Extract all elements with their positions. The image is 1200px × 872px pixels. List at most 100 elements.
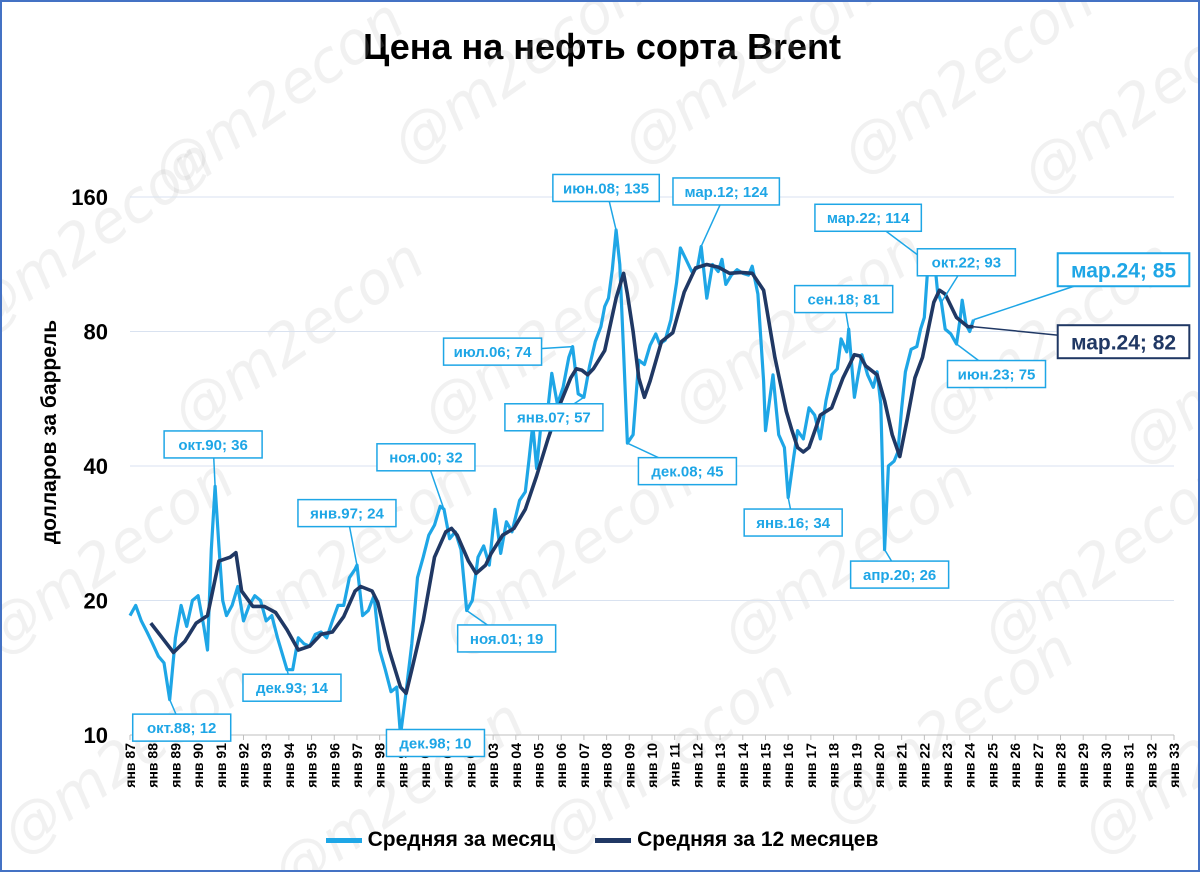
x-tick-label: янв 19 (848, 743, 864, 788)
y-tick-label: 40 (84, 454, 108, 479)
annotation-label: мар.24; 82 (1071, 331, 1176, 354)
x-tick-label: янв 31 (1121, 743, 1137, 788)
chart-title: Цена на нефть сорта Brent (362, 26, 842, 67)
annotation-box (504, 403, 604, 432)
x-tick-label: янв 93 (258, 743, 274, 788)
annotation-box (385, 728, 486, 758)
x-tick-label: янв 15 (757, 743, 773, 788)
x-tick-label: янв 08 (599, 743, 615, 788)
annotation-label: дек.98; 10 (399, 735, 471, 752)
x-tick-label: янв 04 (508, 743, 524, 788)
annotation-box (849, 560, 950, 589)
x-tick-label: янв 94 (281, 743, 297, 788)
x-tick-label: янв 96 (326, 743, 342, 788)
annotation-label: июл.06; 74 (454, 344, 533, 361)
legend-item-monthly: Средняя за месяц (325, 828, 556, 852)
annotation-label: апр.20; 26 (863, 567, 936, 584)
x-tick-label: янв 07 (576, 743, 592, 788)
legend-label-monthly: Средняя за месяц (367, 828, 556, 851)
annotation-label: окт.22; 93 (932, 255, 1001, 272)
y-tick-label: 20 (84, 589, 108, 614)
x-tick-label: янв 16 (780, 743, 796, 788)
x-tick-label: янв 21 (894, 743, 910, 788)
annotation-label: июн.23; 75 (958, 366, 1036, 383)
annotation-label: сен.18; 81 (807, 291, 879, 308)
series-annual-line (149, 262, 974, 696)
annotation-label: ноя.00; 32 (389, 450, 462, 467)
annotation-box (637, 456, 738, 486)
x-tick-label: янв 14 (735, 743, 751, 788)
x-tick-label: янв 87 (122, 743, 138, 788)
annotation-label: окт.90; 36 (178, 437, 247, 454)
annotation-label: янв.97; 24 (310, 506, 384, 523)
annotation-label: июн.08; 135 (563, 180, 649, 197)
annotation-box (242, 673, 342, 702)
x-tick-label: янв 11 (667, 743, 683, 787)
annotation-label: дек.93; 14 (256, 680, 329, 697)
x-tick-label: янв 10 (644, 743, 660, 788)
x-tick-label: янв 33 (1166, 743, 1182, 788)
legend-label-annual: Средняя за 12 месяцев (637, 828, 879, 851)
annotation-box (442, 337, 543, 366)
annotation-label: мар.12; 124 (684, 184, 768, 201)
annotation-box (552, 173, 661, 203)
x-tick-label: янв 27 (1030, 743, 1046, 788)
x-tick-label: янв 13 (712, 743, 728, 788)
legend-swatch-monthly (325, 837, 362, 843)
legend: Средняя за месяц Средняя за 12 месяцев (2, 825, 1198, 855)
x-tick-label: янв 30 (1098, 743, 1114, 788)
x-tick-label: янв 97 (349, 743, 365, 788)
legend-item-annual: Средняя за 12 месяцев (595, 828, 878, 852)
legend-swatch-annual (595, 837, 632, 843)
annotation-label: дек.08; 45 (651, 464, 723, 481)
annotation-label: ноя.01; 19 (470, 631, 543, 648)
annotation-box (793, 284, 894, 314)
annotation-box (163, 430, 263, 459)
annotation-label: окт.88; 12 (147, 720, 216, 737)
x-tick-label: янв 28 (1053, 743, 1069, 788)
annotation-box (743, 508, 843, 537)
x-tick-label: янв 92 (235, 743, 251, 788)
series-monthly-line (128, 228, 976, 737)
x-tick-label: янв 09 (621, 743, 637, 788)
annotation-box (456, 624, 557, 653)
x-tick-label: янв 98 (372, 743, 388, 788)
x-tick-label: янв 88 (145, 743, 161, 788)
annotation-box (946, 359, 1047, 389)
annotation-label: янв.16; 34 (756, 515, 830, 532)
x-tick-label: янв 23 (939, 743, 955, 788)
x-tick-label: янв 26 (1007, 743, 1023, 788)
x-tick-label: янв 29 (1075, 743, 1091, 788)
annotation-box (672, 177, 781, 206)
x-tick-label: янв 91 (213, 743, 229, 788)
annotation-box (297, 498, 397, 528)
x-tick-label: янв 25 (984, 743, 1000, 788)
x-tick-label: янв 17 (803, 743, 819, 788)
x-tick-label: янв 18 (826, 743, 842, 788)
annotation-box (131, 713, 232, 742)
annotation-box (916, 248, 1017, 277)
x-tick-label: янв 06 (553, 743, 569, 788)
x-tick-label: янв 32 (1143, 743, 1159, 788)
x-tick-label: янв 24 (962, 743, 978, 788)
y-tick-label: 80 (84, 320, 108, 345)
x-tick-label: янв 22 (916, 743, 932, 788)
annotation-box (814, 203, 923, 233)
annotation-box (1056, 324, 1191, 360)
annotation-box (376, 443, 476, 472)
y-tick-label: 160 (71, 185, 108, 210)
x-tick-label: янв 05 (531, 743, 547, 788)
x-tick-label: янв 90 (190, 743, 206, 788)
x-tick-label: янв 20 (871, 743, 887, 788)
annotation-box (1056, 252, 1191, 288)
x-tick-label: янв 95 (304, 743, 320, 788)
x-tick-label: янв 89 (167, 743, 183, 788)
annotation-label: мар.22; 114 (827, 210, 910, 227)
y-tick-label: 10 (84, 723, 108, 748)
annotation-label: мар.24; 85 (1071, 259, 1176, 282)
x-tick-label: янв 03 (485, 743, 501, 788)
annotation-label: янв.07; 57 (517, 410, 591, 427)
x-tick-label: янв 12 (689, 743, 705, 788)
